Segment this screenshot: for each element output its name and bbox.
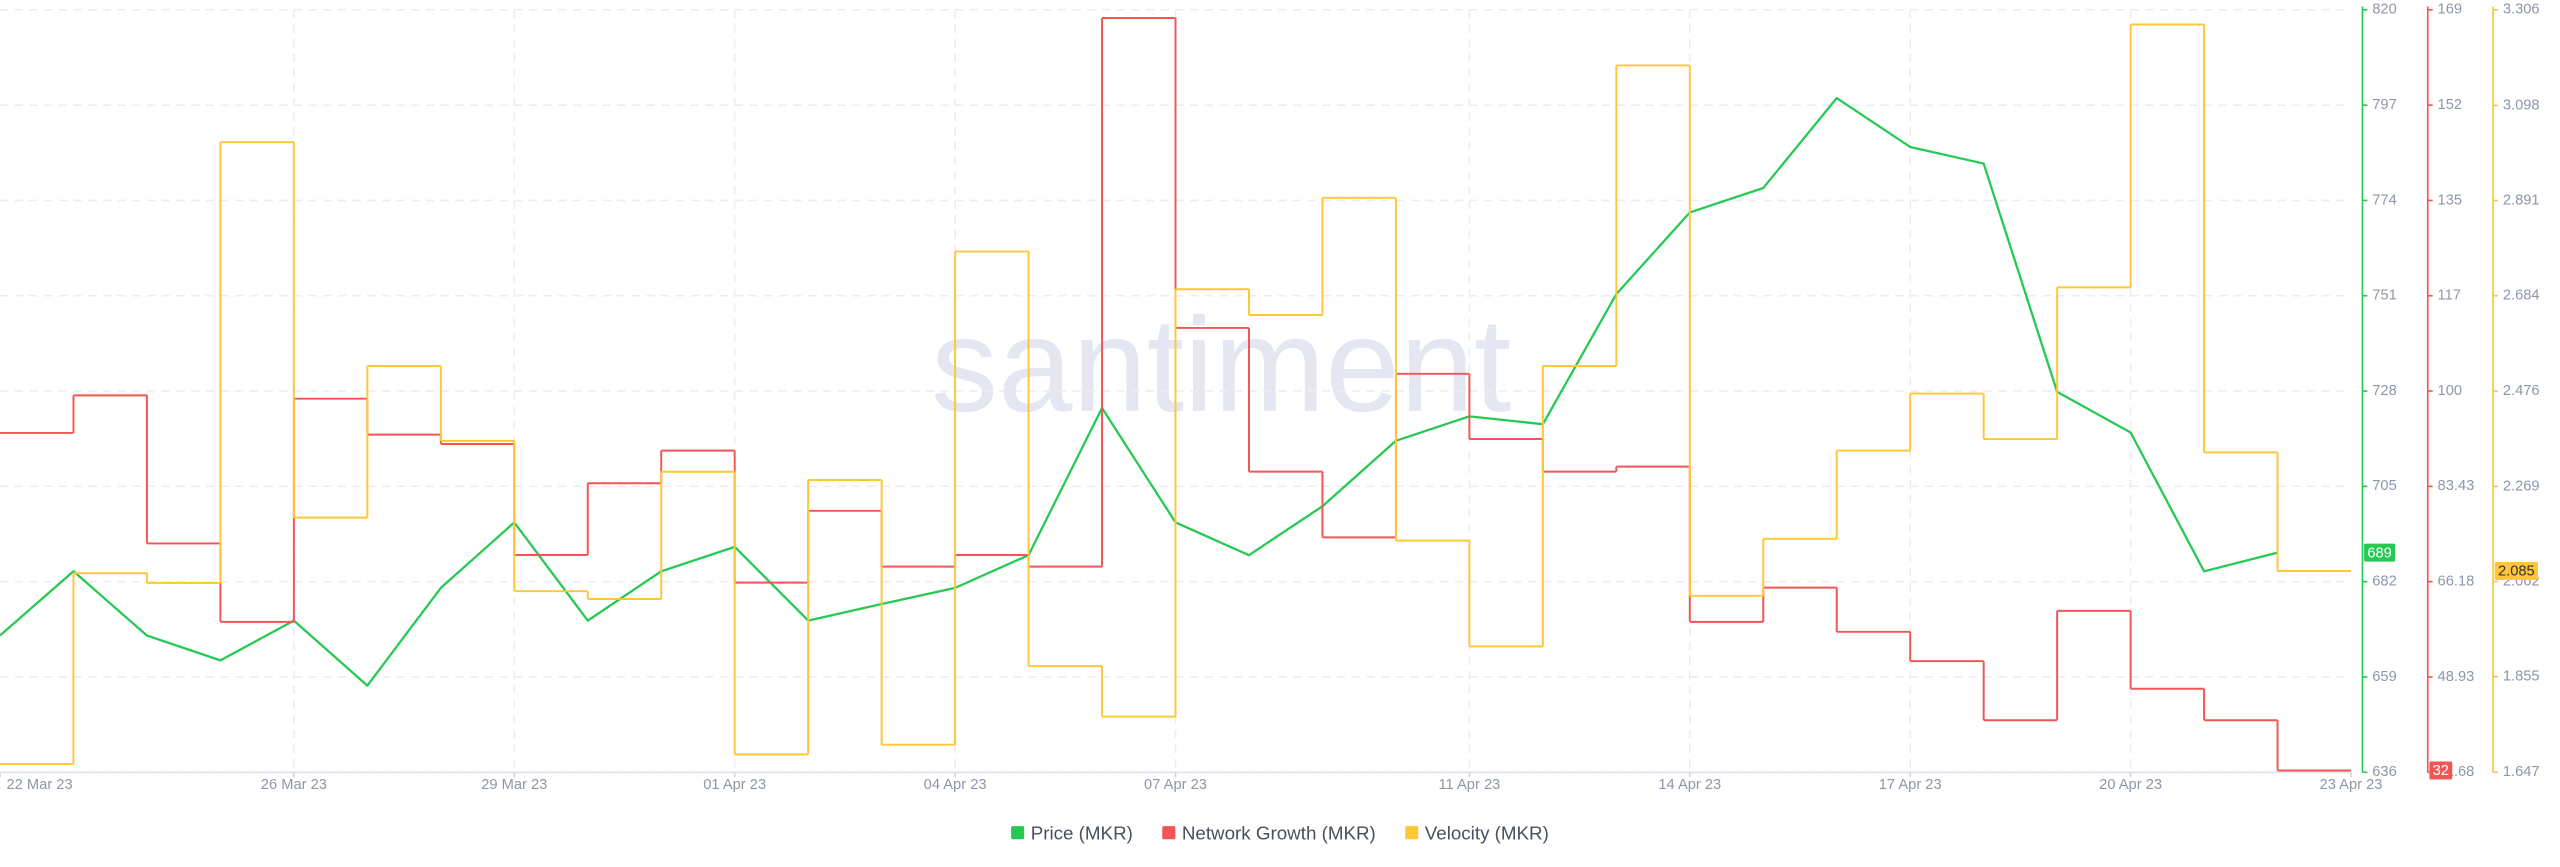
legend-swatch <box>1405 826 1419 840</box>
y-tick-label: 751 <box>2372 288 2397 304</box>
legend-label: Network Growth (MKR) <box>1182 822 1376 843</box>
y-tick-label: 2.684 <box>2503 288 2540 304</box>
y-tick-label: 3.098 <box>2503 97 2540 113</box>
x-tick-label: 29 Mar 23 <box>481 777 547 793</box>
x-tick-label: 17 Apr 23 <box>1879 777 1942 793</box>
y-tick-label: 1.855 <box>2503 669 2540 685</box>
y-tick-label: 2.269 <box>2503 478 2540 494</box>
legend: Price (MKR) Network Growth (MKR) Velocity … <box>1011 822 1549 843</box>
y-tick-label: 169 <box>2438 2 2463 18</box>
y-tick-label: 705 <box>2372 478 2397 494</box>
y-tick-label: 820 <box>2372 2 2397 18</box>
y-tick-label: 2.476 <box>2503 383 2540 399</box>
badge-bg <box>2364 543 2396 562</box>
y-tick-label: 3.306 <box>2503 2 2540 18</box>
badge-label: 689 <box>2367 545 2392 561</box>
x-tick-label: 11 Apr 23 <box>1438 777 1500 793</box>
y-tick-label: 2.891 <box>2503 192 2540 208</box>
y-tick-label: 1.647 <box>2503 764 2540 780</box>
x-tick-label: 01 Apr 23 <box>703 777 766 793</box>
y-tick-label: 152 <box>2438 97 2463 113</box>
last-value-badge: 2.085 <box>2494 561 2538 580</box>
x-tick-label: 23 Apr 23 <box>2320 777 2383 793</box>
y-tick-label: 135 <box>2438 192 2463 208</box>
x-tick-label: 04 Apr 23 <box>924 777 987 793</box>
y-tick-label: 797 <box>2372 97 2397 113</box>
badge-bg <box>2429 761 2453 780</box>
y-tick-label: 100 <box>2438 383 2463 399</box>
last-value-badge: 32 <box>2429 761 2453 780</box>
y-tick-label: 48.93 <box>2438 669 2475 685</box>
x-tick-label: 22 Mar 23 <box>7 777 73 793</box>
x-tick-label: 14 Apr 23 <box>1658 777 1721 793</box>
badge-bg <box>2494 561 2538 580</box>
badge-label: 32 <box>2433 763 2449 779</box>
watermark: santiment <box>931 291 1511 440</box>
y-tick-label: 83.43 <box>2438 478 2475 494</box>
y-tick-label: 117 <box>2438 288 2461 304</box>
x-tick-label: 07 Apr 23 <box>1144 777 1207 793</box>
legend-swatch <box>1011 826 1025 840</box>
y-tick-label: 66.18 <box>2438 574 2475 590</box>
legend-label: Price (MKR) <box>1031 822 1133 843</box>
badge-label: 2.085 <box>2498 564 2535 580</box>
price-line <box>0 96 2278 687</box>
y-tick-label: 636 <box>2372 764 2397 780</box>
y-tick-label: 728 <box>2372 383 2397 399</box>
y-tick-label: 774 <box>2372 192 2397 208</box>
legend-swatch <box>1162 826 1176 840</box>
x-tick-label: 20 Apr 23 <box>2099 777 2162 793</box>
x-tick-label: 26 Mar 23 <box>261 777 327 793</box>
last-value-badge: 689 <box>2364 543 2396 562</box>
legend-label: Velocity (MKR) <box>1425 822 1549 843</box>
y-tick-label: 659 <box>2372 669 2397 685</box>
y-tick-label: 682 <box>2372 574 2397 590</box>
